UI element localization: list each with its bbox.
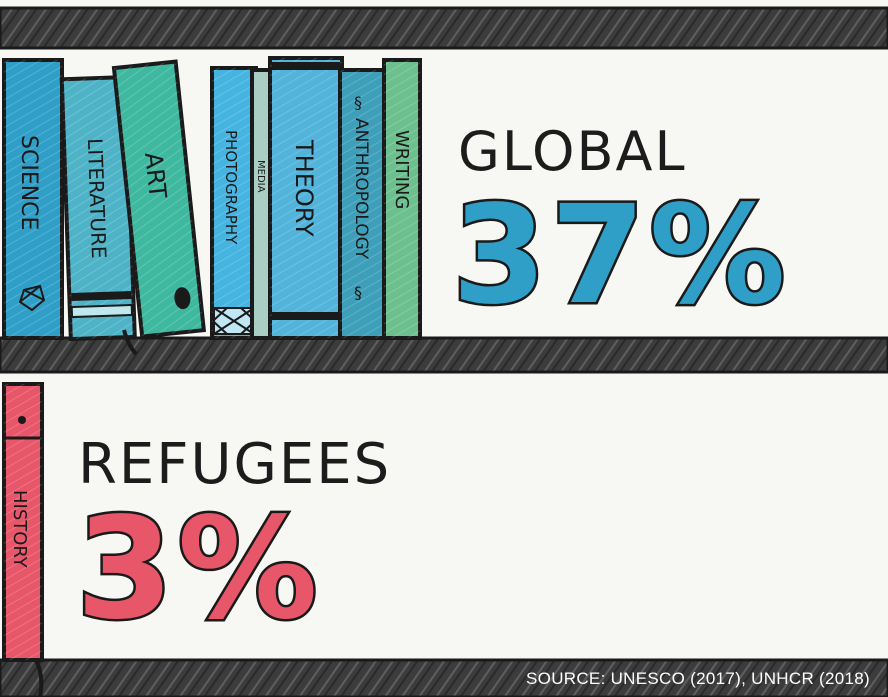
bands-icon	[70, 290, 134, 319]
book-art-title: ART	[139, 151, 172, 200]
book-writing: WRITING	[382, 58, 422, 340]
book-writing-title: WRITING	[391, 130, 412, 209]
book-science-title: SCIENCE	[16, 135, 41, 230]
book-history: HISTORY	[2, 382, 44, 697]
network-icon	[18, 284, 46, 312]
refugees-label: REFUGEES	[78, 432, 392, 497]
book-media-title: MEDIA	[255, 160, 266, 193]
shelf-middle	[0, 336, 888, 374]
refugees-percentage: 3%	[74, 488, 322, 651]
book-literature-title: LITERATURE	[83, 138, 111, 259]
book-anthropology: § ANTHROPOLOGY §	[338, 68, 388, 340]
book-art: ART	[111, 59, 207, 339]
swirl-icon-bottom: §	[354, 283, 362, 302]
shelf-top	[0, 6, 888, 50]
shelf-bottom	[0, 658, 888, 697]
global-label: GLOBAL	[458, 120, 687, 183]
dot-icon	[18, 416, 26, 424]
swirl-icon: §	[354, 93, 362, 112]
book-anthropology-title: ANTHROPOLOGY	[351, 118, 371, 260]
book-photography-title: PHOTOGRAPHY	[222, 130, 240, 245]
book-theory: THEORY	[268, 56, 344, 340]
book-literature: LITERATURE	[59, 74, 137, 342]
lattice-icon	[213, 307, 255, 335]
book-photography: PHOTOGRAPHY	[210, 66, 258, 340]
book-science: SCIENCE	[2, 58, 64, 340]
book-theory-title: THEORY	[290, 139, 318, 237]
global-percentage: 37%	[450, 177, 790, 335]
bookmark-string	[122, 329, 138, 356]
dot-icon	[174, 287, 191, 310]
book-history-title: HISTORY	[9, 490, 30, 569]
source-citation: SOURCE: UNESCO (2017), UNHCR (2018)	[526, 669, 870, 688]
